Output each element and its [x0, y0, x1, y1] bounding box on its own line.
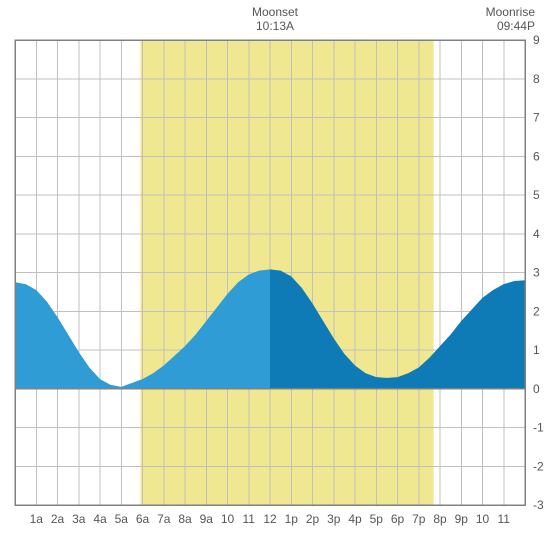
x-tick-label: 11	[243, 512, 256, 526]
x-tick-label: 7a	[157, 512, 171, 526]
y-axis: -3 -2 -1 0 1 2 3 4 5 6 7 8 9	[533, 33, 544, 512]
x-tick-label: 1a	[30, 512, 44, 526]
y-tick-label: 6	[533, 149, 540, 163]
y-tick-label: 5	[533, 188, 540, 202]
x-tick-label: 2a	[51, 512, 65, 526]
moonrise-label: Moonrise 09:44P	[486, 5, 535, 33]
x-tick-label: 7p	[412, 512, 426, 526]
x-tick-label: 6a	[136, 512, 150, 526]
x-tick-label: 10	[221, 512, 235, 526]
y-tick-label: 8	[533, 72, 540, 86]
tide-chart: Moonset 10:13A Moonrise 09:44P -3-2-1012…	[0, 0, 550, 550]
moonset-title: Moonset	[252, 5, 298, 19]
y-tick-label: 7	[533, 111, 540, 125]
moonset-time: 10:13A	[256, 19, 294, 33]
y-tick-label: 4	[533, 227, 540, 241]
x-tick-label: 3p	[327, 512, 341, 526]
x-tick-label: 9p	[455, 512, 469, 526]
x-tick-label: 8a	[178, 512, 192, 526]
x-tick-label: 3a	[72, 512, 86, 526]
x-tick-label: 9a	[200, 512, 214, 526]
y-tick-label: 3	[533, 266, 540, 280]
y-tick-label: 2	[533, 304, 540, 318]
y-tick-label: 1	[533, 343, 540, 357]
y-tick-label: -2	[533, 459, 544, 473]
x-axis: 1a 2a 3a 4a 5a 6a 7a 8a 9a 10 11 12 1p 2p 3p 4p 5p 6p 7p 8p…	[30, 512, 511, 526]
x-tick-label: 4a	[93, 512, 107, 526]
moonrise-title: Moonrise	[486, 5, 535, 19]
y-tick-label: -3	[533, 498, 544, 512]
x-tick-label: 2p	[306, 512, 320, 526]
x-tick-label: 10	[476, 512, 490, 526]
x-tick-label: 1p	[285, 512, 299, 526]
moonrise-time: 09:44P	[497, 19, 535, 33]
x-tick-label: 5p	[370, 512, 384, 526]
chart-svg: -3-2-101234567891a2a3a4a5a6a7a8a9a101112…	[0, 0, 550, 550]
y-tick-label: 0	[533, 382, 540, 396]
x-tick-label: 11	[498, 512, 511, 526]
x-tick-label: 6p	[391, 512, 405, 526]
x-tick-label: 5a	[115, 512, 129, 526]
y-tick-label: 9	[533, 33, 540, 47]
x-tick-label: 12	[263, 512, 277, 526]
x-tick-label: 8p	[433, 512, 447, 526]
moonset-label: Moonset 10:13A	[0, 5, 550, 33]
x-tick-label: 4p	[348, 512, 362, 526]
y-tick-label: -1	[533, 421, 544, 435]
